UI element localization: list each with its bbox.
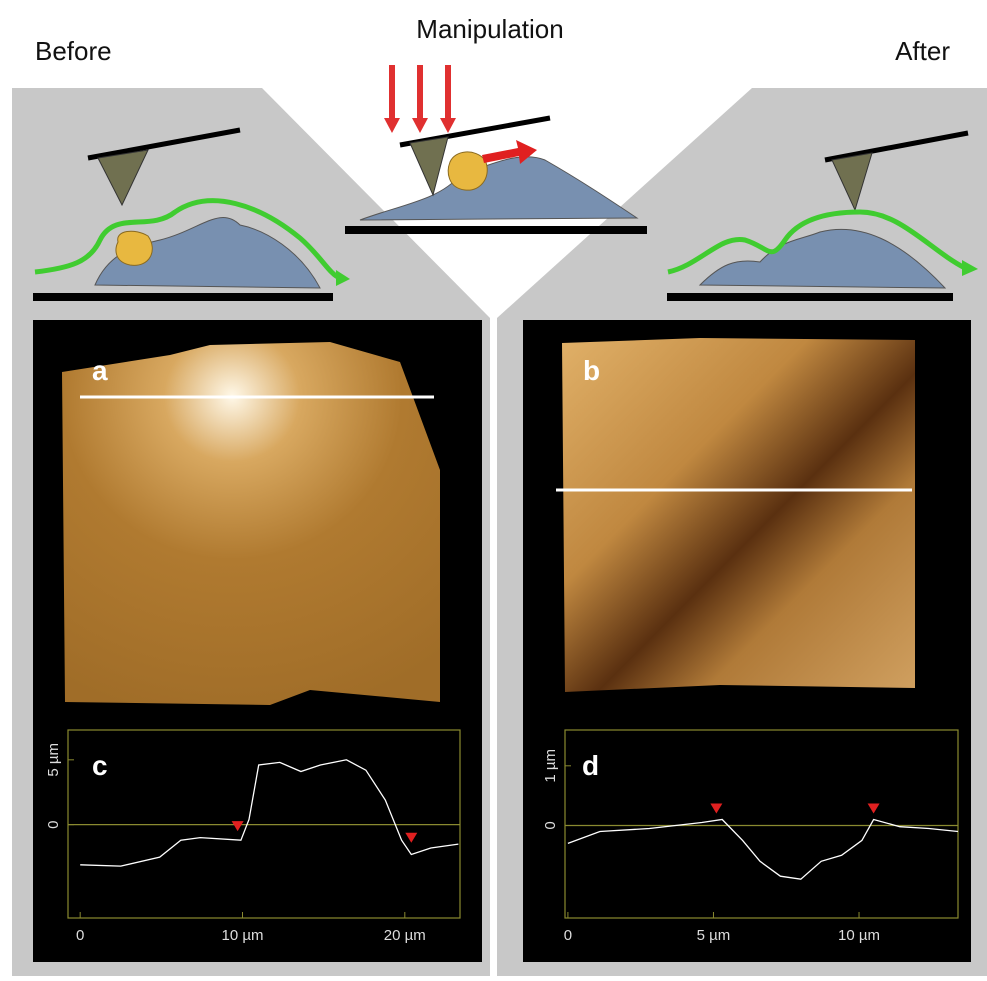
panel-label: b bbox=[583, 355, 600, 386]
x-tick-label: 10 µm bbox=[221, 927, 263, 944]
afm-image-b bbox=[562, 338, 915, 692]
x-tick-label: 0 bbox=[76, 927, 84, 944]
heading-after: After bbox=[895, 36, 950, 66]
panel-label: d bbox=[582, 750, 599, 781]
figure: Before Manipulation After bbox=[0, 0, 987, 976]
x-tick-label: 0 bbox=[564, 927, 572, 944]
y-tick-label: 0 bbox=[542, 821, 559, 829]
heading-before: Before bbox=[35, 36, 112, 66]
heading-manipulation: Manipulation bbox=[416, 14, 563, 44]
x-tick-label: 20 µm bbox=[384, 927, 426, 944]
y-tick-label: 5 µm bbox=[45, 743, 62, 777]
x-tick-label: 10 µm bbox=[838, 927, 880, 944]
panel-label: a bbox=[92, 355, 108, 386]
y-tick-label: 0 bbox=[45, 820, 62, 828]
panel-label: c bbox=[92, 750, 108, 781]
y-tick-label: 1 µm bbox=[542, 749, 559, 783]
schematic-manipulation bbox=[345, 65, 647, 234]
x-tick-label: 5 µm bbox=[697, 927, 731, 944]
